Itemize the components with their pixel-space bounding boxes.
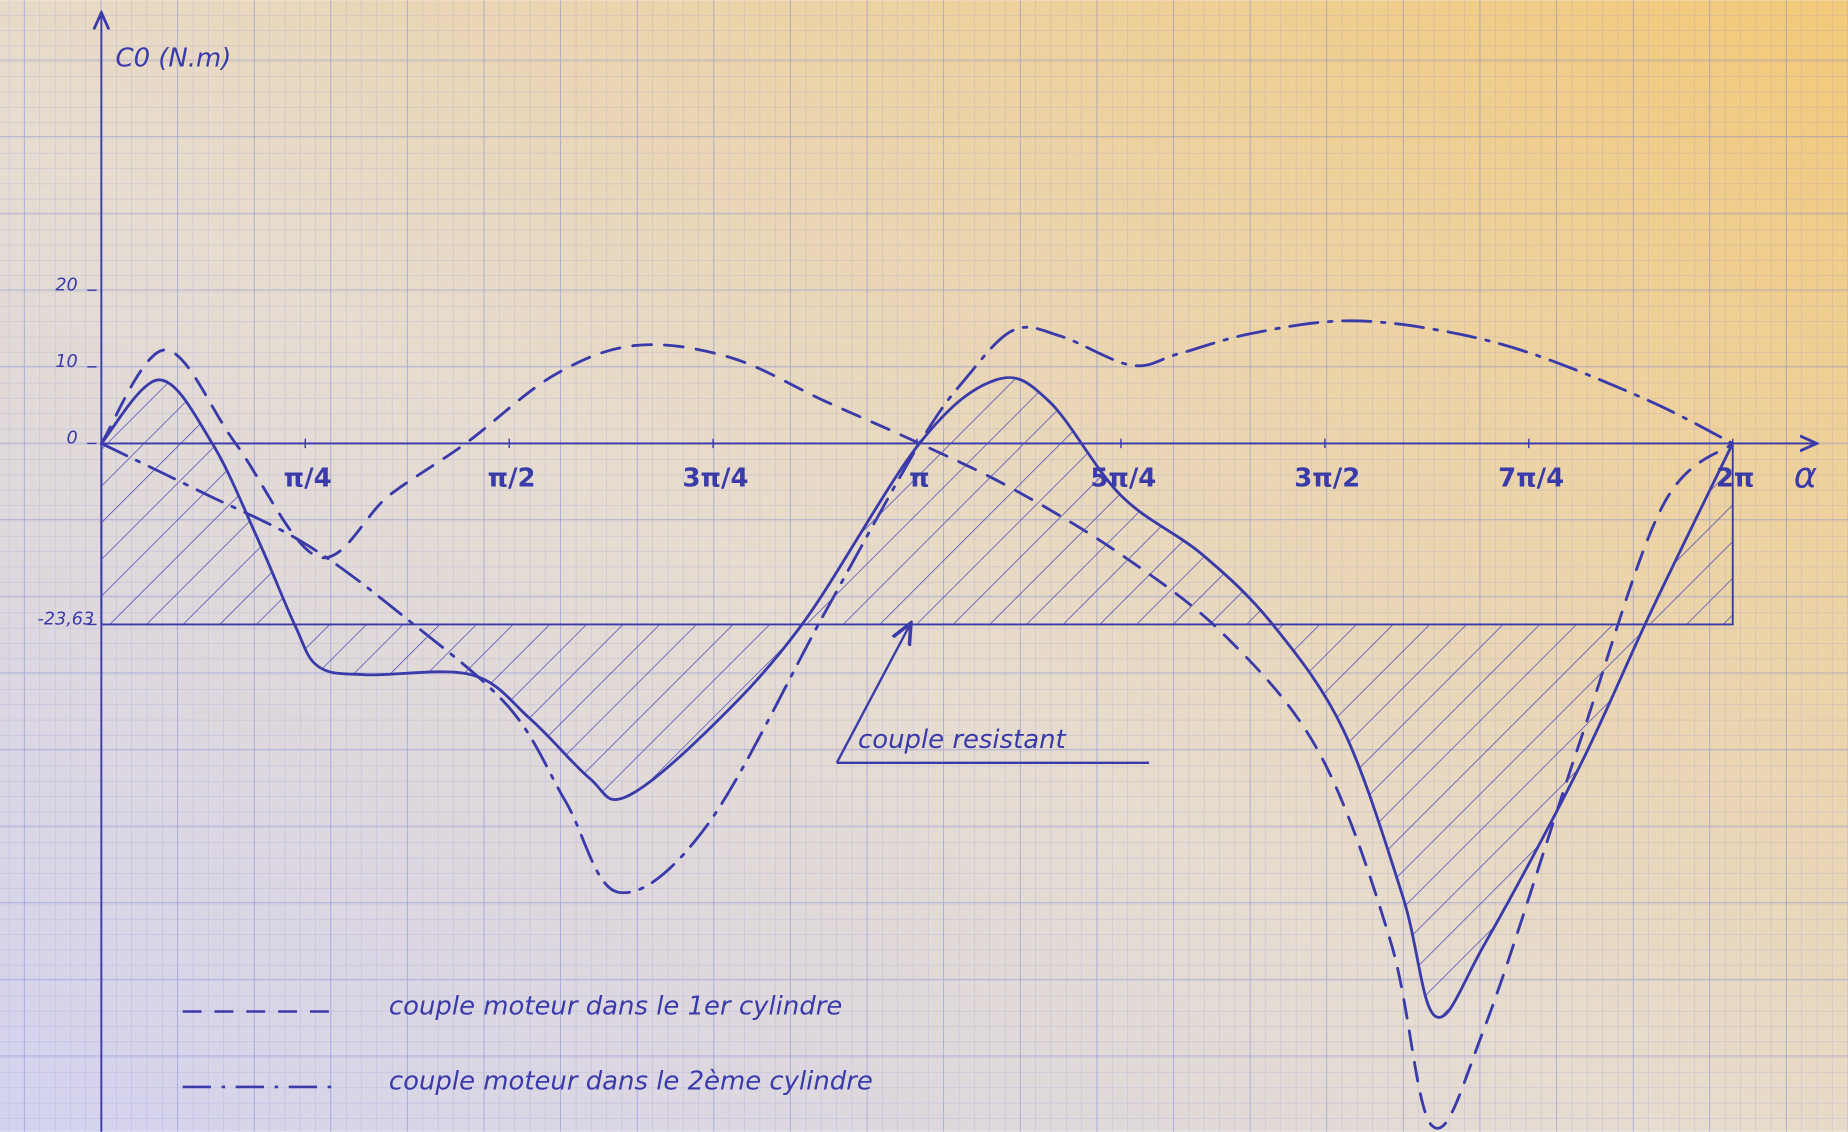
y-tick-label: 20	[55, 276, 77, 296]
x-tick-label: 3π/2	[1294, 463, 1360, 493]
legend-label: couple moteur dans le 2ème cylindre	[389, 1067, 873, 1097]
x-tick-label: 3π/4	[682, 463, 748, 493]
page: 20100-23,63π/4π/23π/4π5π/43π/27π/42πcoup…	[0, 0, 1848, 1132]
x-axis-label: α	[1794, 456, 1817, 497]
y-axis-label: C0 (N.m)	[115, 44, 231, 74]
legend-label: couple moteur dans le 1er cylindre	[389, 991, 842, 1021]
y-tick-label: 0	[67, 429, 78, 449]
y-tick-label: -23,63	[37, 610, 94, 630]
chart: 20100-23,63π/4π/23π/4π5π/43π/27π/42πcoup…	[0, 0, 1848, 1132]
annotation: couple resistant	[858, 725, 1067, 755]
x-tick-label: π/4	[284, 463, 332, 493]
x-tick-label: π/2	[488, 463, 536, 493]
x-tick-label: 7π/4	[1498, 463, 1564, 493]
y-tick-label: 10	[55, 352, 77, 372]
